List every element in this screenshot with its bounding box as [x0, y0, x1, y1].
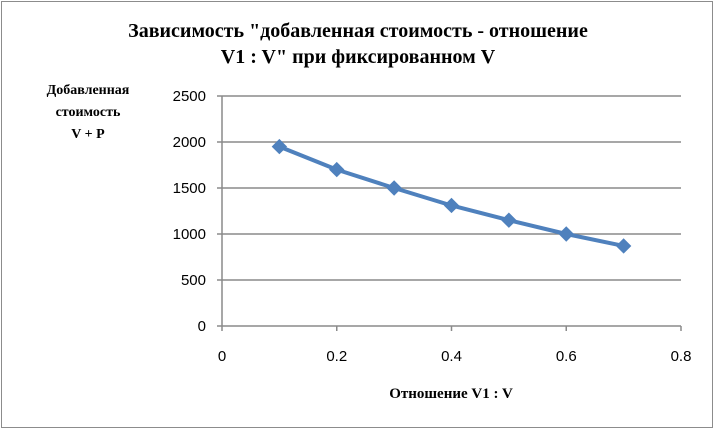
data-point-marker — [615, 238, 632, 254]
y-tick-labels: 0 500 1000 1500 2000 2500 — [173, 88, 206, 335]
y-axis-label-line-2: стоимость — [56, 105, 121, 120]
y-tick-label: 0 — [198, 318, 206, 335]
x-tick-labels: 0 0.2 0.4 0.6 0.8 — [218, 348, 692, 365]
x-axis-label: Отношение V1 : V — [389, 386, 513, 402]
y-tick-label: 500 — [181, 272, 206, 289]
y-tick-label: 1500 — [173, 180, 206, 197]
chart-title-line-1: Зависимость "добавленная стоимость - отн… — [128, 20, 588, 42]
y-axis-label-line-1: Добавленная — [47, 83, 130, 98]
x-tick-label: 0.4 — [441, 348, 462, 365]
x-tick-label: 0 — [218, 348, 226, 365]
x-tick-label: 0.2 — [326, 348, 347, 365]
gridlines — [222, 95, 681, 281]
y-axis-label-line-3: V + P — [71, 127, 105, 142]
axes — [217, 95, 682, 331]
y-tick-label: 2000 — [173, 134, 206, 151]
data-series — [271, 138, 632, 254]
y-axis-label: Добавленная стоимость V + P — [47, 83, 130, 142]
x-tick-label: 0.8 — [671, 348, 692, 365]
y-tick-label: 1000 — [173, 226, 206, 243]
x-tick-label: 0.6 — [556, 348, 577, 365]
data-point-marker — [443, 197, 460, 214]
data-point-marker — [271, 138, 288, 155]
data-point-marker — [329, 161, 345, 178]
series-line — [278, 144, 625, 248]
y-tick-label: 2500 — [173, 88, 206, 105]
data-point-marker — [386, 180, 402, 196]
chart-title: Зависимость "добавленная стоимость - отн… — [128, 20, 588, 68]
data-point-marker — [501, 212, 517, 228]
chart-title-line-2: V1 : V" при фиксированном V — [221, 46, 496, 68]
data-point-marker — [558, 226, 574, 242]
